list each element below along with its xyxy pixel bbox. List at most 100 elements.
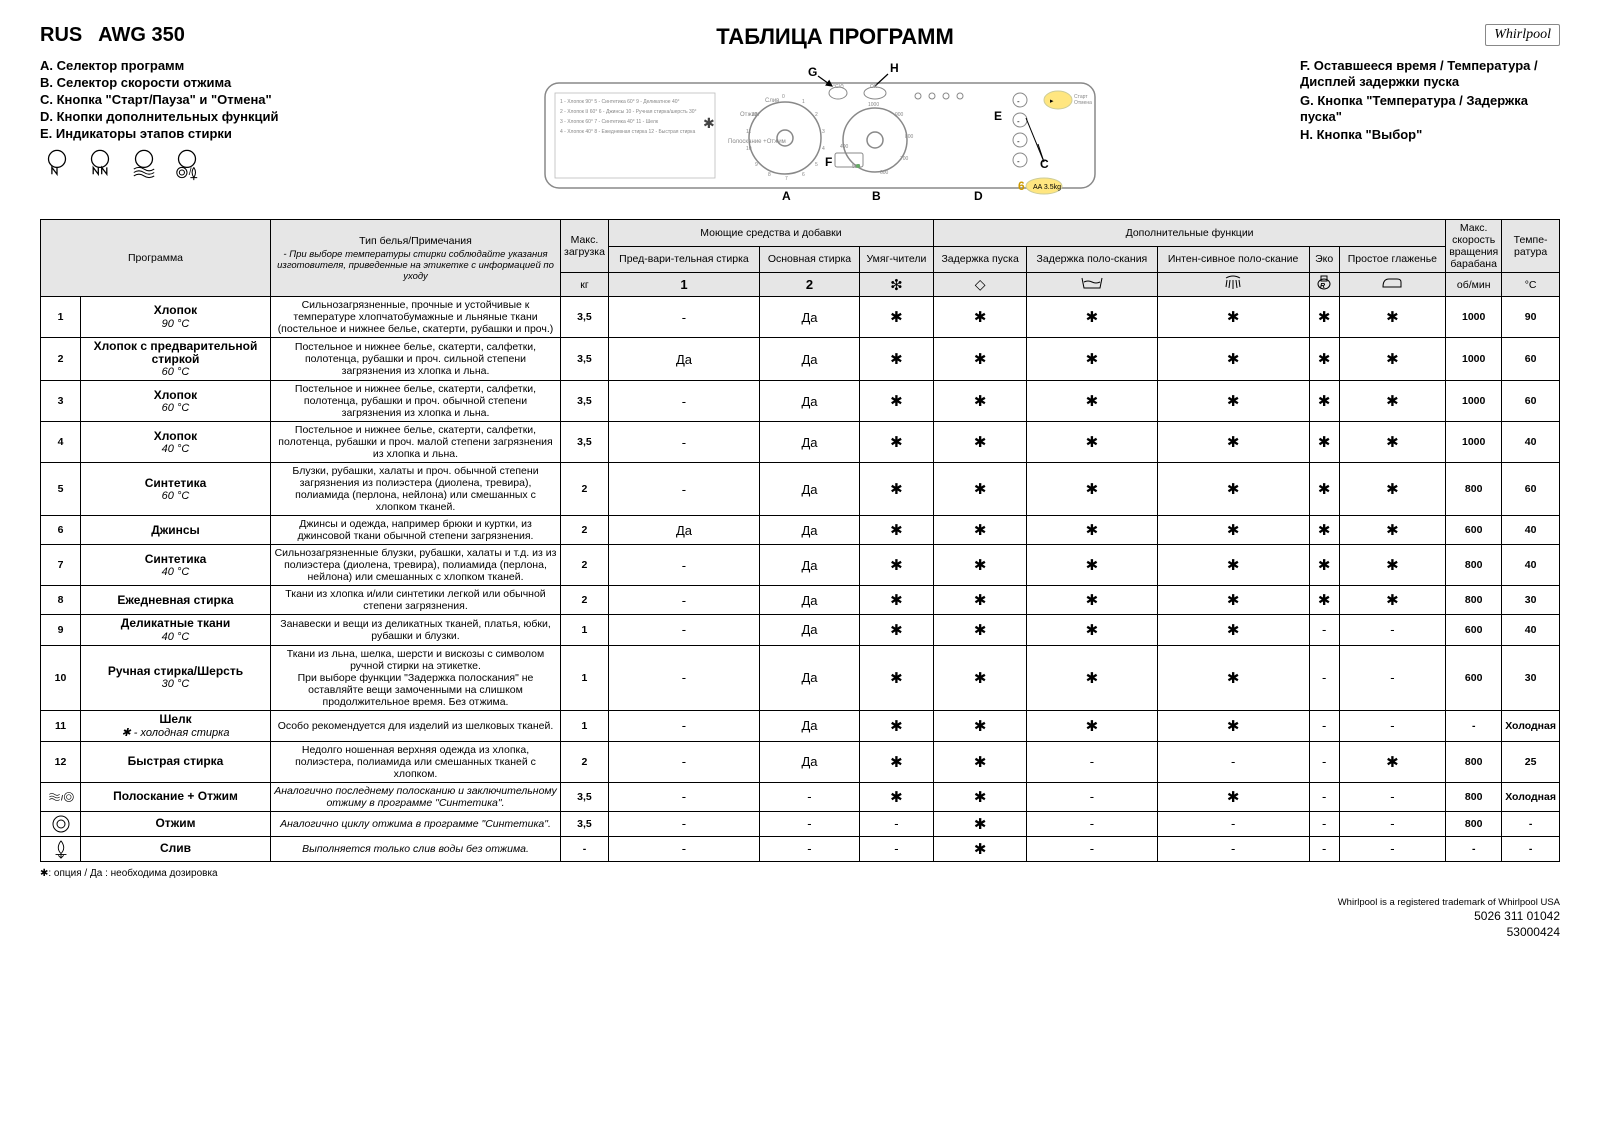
row-num: 7: [41, 545, 81, 586]
row-notes: Аналогично последнему полосканию и заклю…: [271, 782, 561, 811]
row-cell-1: -: [760, 836, 860, 861]
row-notes: Ткани из хлопка и/или синтетики легкой и…: [271, 586, 561, 615]
table-row: /Полоскание + ОтжимАналогично последнему…: [41, 782, 1560, 811]
row-temp: -: [1502, 836, 1560, 861]
row-program: Быстрая стирка: [81, 741, 271, 782]
row-temp: 40: [1502, 545, 1560, 586]
row-cell-6: -: [1309, 741, 1339, 782]
row-rpm: 1000: [1446, 422, 1502, 463]
row-cell-7: ✱: [1339, 516, 1446, 545]
svg-text:✱: ✱: [703, 115, 715, 131]
registered-text: Whirlpool is a registered trademark of W…: [40, 897, 1560, 909]
row-cell-2: ✱: [859, 297, 933, 338]
legend-f: F. Оставшееся время / Температура /Диспл…: [1300, 58, 1560, 91]
model-prefix: RUS: [40, 24, 82, 46]
spin-drain-icon: /: [170, 147, 204, 181]
panel-diagram: 1 - Хлопок 90° 5 - Синтетика 60° 9 - Дел…: [358, 58, 1282, 211]
program-table: Программа Тип белья/Примечания - При выб…: [40, 219, 1560, 862]
th-eco-icon: R: [1309, 273, 1339, 297]
row-load: 3,5: [561, 381, 609, 422]
row-temp: 25: [1502, 741, 1560, 782]
th-load-label: Макс. загрузка: [564, 234, 605, 258]
row-cell-1: Да: [760, 338, 860, 381]
row-temp: -: [1502, 811, 1560, 836]
row-cell-2: ✱: [859, 615, 933, 645]
row-cell-3: ✱: [933, 545, 1026, 586]
row-num-sym: [41, 836, 81, 861]
table-row: 2Хлопок с предварительной стиркой60 °CПо…: [41, 338, 1560, 381]
row-cell-2: -: [859, 836, 933, 861]
row-rpm: 800: [1446, 545, 1502, 586]
th-det2: Основная стирка: [760, 246, 860, 273]
th-program: Программа: [41, 220, 271, 297]
svg-text:5: 5: [815, 162, 818, 168]
row-cell-7: ✱: [1339, 297, 1446, 338]
legend-c: C. Кнопка "Старт/Пауза" и "Отмена": [40, 92, 340, 107]
part-number-1: 5026 311 01042: [40, 909, 1560, 925]
row-cell-2: ✱: [859, 782, 933, 811]
row-cell-5: ✱: [1157, 710, 1309, 741]
row-cell-7: -: [1339, 836, 1446, 861]
svg-text:9: 9: [755, 162, 758, 168]
th-ex2: Задержка поло-скания: [1027, 246, 1157, 273]
svg-text:/: /: [61, 794, 63, 802]
table-row: 5Синтетика60 °CБлузки, рубашки, халаты и…: [41, 463, 1560, 516]
row-cell-5: ✱: [1157, 463, 1309, 516]
model-number: AWG 350: [98, 24, 185, 46]
svg-text:6: 6: [802, 172, 805, 178]
row-load: 1: [561, 710, 609, 741]
row-cell-6: ✱: [1309, 516, 1339, 545]
row-cell-7: ✱: [1339, 338, 1446, 381]
row-cell-3: ✱: [933, 297, 1026, 338]
row-cell-5: -: [1157, 836, 1309, 861]
table-row: 4Хлопок40 °CПостельное и нижнее белье, с…: [41, 422, 1560, 463]
row-temp: 30: [1502, 586, 1560, 615]
row-load: 2: [561, 463, 609, 516]
legend-right: F. Оставшееся время / Температура /Диспл…: [1300, 58, 1560, 145]
row-notes: Сильнозагрязненные блузки, рубашки, хала…: [271, 545, 561, 586]
row-rpm: 800: [1446, 463, 1502, 516]
row-load: 2: [561, 545, 609, 586]
row-program: Деликатные ткани40 °C: [81, 615, 271, 645]
svg-text:OK: OK: [870, 84, 878, 90]
row-num: 2: [41, 338, 81, 381]
row-cell-6: ✱: [1309, 381, 1339, 422]
row-notes: Постельное и нижнее белье, скатерти, сал…: [271, 381, 561, 422]
th-flower-icon: ❇: [859, 273, 933, 297]
row-cell-2: ✱: [859, 516, 933, 545]
row-rpm: 1000: [1446, 297, 1502, 338]
row-cell-3: ✱: [933, 615, 1026, 645]
row-cell-2: ✱: [859, 338, 933, 381]
brand-logo: Whirlpool: [1485, 24, 1560, 46]
row-cell-1: Да: [760, 297, 860, 338]
row-cell-0: -: [608, 586, 759, 615]
row-cell-6: -: [1309, 782, 1339, 811]
svg-text:D: D: [974, 189, 983, 203]
row-cell-4: -: [1027, 782, 1157, 811]
row-temp: 90: [1502, 297, 1560, 338]
row-cell-5: -: [1157, 741, 1309, 782]
row-cell-2: -: [859, 811, 933, 836]
row-num: 9: [41, 615, 81, 645]
row-rpm: -: [1446, 836, 1502, 861]
svg-text:12: 12: [752, 112, 758, 118]
row-cell-2: ✱: [859, 645, 933, 710]
svg-text:Слив: Слив: [765, 98, 779, 104]
model-title: RUS AWG 350: [40, 24, 185, 47]
th-load: Макс. загрузка: [561, 220, 609, 273]
row-notes: Сильнозагрязненные, прочные и устойчивые…: [271, 297, 561, 338]
row-cell-5: ✱: [1157, 545, 1309, 586]
row-cell-0: -: [608, 811, 759, 836]
row-program: Ежедневная стирка: [81, 586, 271, 615]
svg-text:2: 2: [815, 112, 818, 118]
svg-text:600: 600: [880, 170, 889, 176]
row-program: Хлопок с предварительной стиркой60 °C: [81, 338, 271, 381]
svg-text:3: 3: [822, 129, 825, 135]
svg-text:7: 7: [785, 176, 788, 182]
row-notes: Блузки, рубашки, халаты и проч. обычной …: [271, 463, 561, 516]
stage-icons: /: [40, 147, 340, 184]
row-load: 2: [561, 741, 609, 782]
part-number-2: 53000424: [40, 925, 1560, 941]
th-diamond-icon: ◇: [933, 273, 1026, 297]
row-temp: 40: [1502, 615, 1560, 645]
